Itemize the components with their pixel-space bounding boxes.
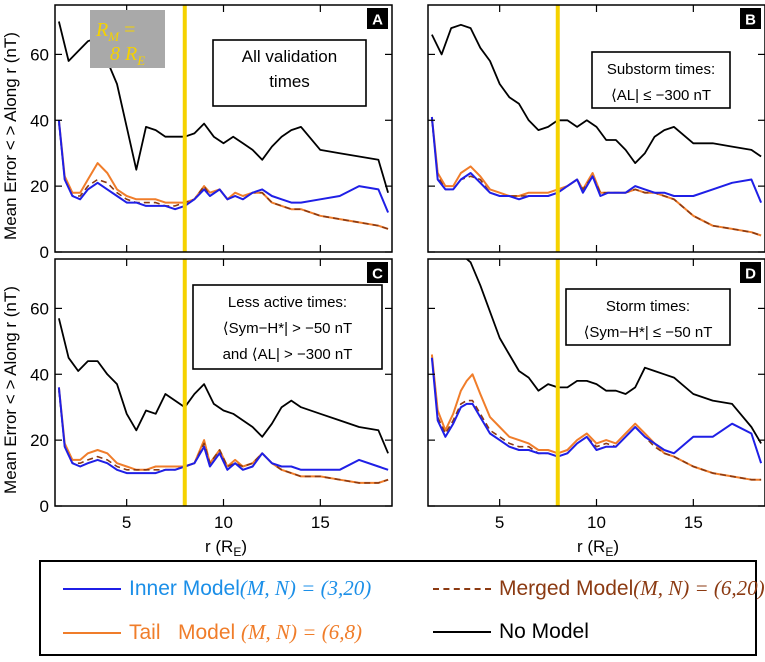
y-tick-label: 60 [30,45,49,64]
x-tick-label: 5 [122,513,131,532]
panel-c: 5 10 15 0 20 40 60 C Less active times: ⟨Sym−H*| … [30,258,393,532]
legend-tail-params: (M, N) = (6,8) [241,620,362,644]
annotation-box [591,51,731,109]
panel-letter: B [745,12,756,29]
legend-tail-name: Tail Model [129,620,242,644]
x-axis-label-right: r (RE) [577,537,619,559]
series-inner-line [57,120,390,213]
x-axis-label-right-end: ) [613,537,619,556]
panel-badge [740,262,761,283]
panel-frame [427,4,765,253]
marker-label: RM = 8 RE [90,10,165,68]
legend-inner: Inner Model (M, N) = (3,20) [63,576,371,601]
panel-a: 0 20 40 60 A All validation times [30,4,393,262]
y-tick-label: 20 [30,177,49,196]
series-merged-line [58,123,389,230]
marker-label-line2: 8 RE [110,43,145,68]
series-inner-line [430,116,763,203]
series-inner-line [430,357,763,464]
series-group [57,318,389,484]
y-tick-label: 20 [30,431,49,450]
marker-label-bg [90,10,165,68]
series-merged-line [58,390,389,484]
annotation-box [212,39,367,107]
annotation-line: ⟨Sym−H*| > −50 nT [223,320,352,337]
series-tail-line [430,116,762,237]
legend-merged: Merged Model (M, N) = (6,20) [433,576,765,601]
marker-label-line1: RM = [95,19,135,44]
legend-merged-swatch [433,587,491,590]
panel-badge [367,262,388,283]
legend-merged-params: (M, N) = (6,20) [633,576,765,600]
legend-inner-name: Inner Model [129,576,240,600]
panel-badge [740,8,761,29]
annotation-line: All validation [242,47,337,66]
annotation-line: ⟨Sym−H*| ≤ −50 nT [584,324,713,341]
x-axis-label-left: r (RE) [205,537,247,559]
y-tick-label: 0 [40,497,49,516]
x-tick-label: 10 [587,513,606,532]
x-axis-label-left-main: r (R [205,537,233,556]
panel-letter: A [372,12,383,29]
panel-d: 5 10 15 D Storm times: ⟨Sym−H*| ≤ −50 nT [427,258,765,532]
legend-none-name: No Model [499,620,589,643]
y-axis-label-top: Mean Error < > Along r (nT) [1,32,20,240]
series-tail-line [57,120,389,230]
y-tick-label: 60 [30,299,49,318]
x-tick-label: 15 [311,513,330,532]
annotation-line: Less active times: [228,294,347,311]
series-group [430,23,763,237]
series-group [430,259,763,481]
y-tick-label: 40 [30,111,49,130]
series-inner-line [57,387,389,475]
annotation-box [192,284,383,370]
annotation-line: times [269,72,310,91]
annotation-line: Substorm times: [607,61,715,78]
y-axis-label-bottom: Mean Error < > Along r (nT) [1,286,20,494]
series-tail-line [57,387,389,484]
panel-letter: C [372,266,383,283]
panel-letter: D [745,266,756,283]
legend-inner-swatch [63,587,121,590]
annotation-box [565,288,731,346]
x-axis-label-left-end: ) [241,537,247,556]
x-axis-label-left-sub: E [233,545,241,559]
series-none-line [58,318,389,454]
legend: Inner Model (M, N) = (3,20) Merged Model… [39,560,765,656]
x-tick-label: 15 [684,513,703,532]
x-tick-label: 10 [214,513,233,532]
x-axis-label-right-sub: E [605,545,613,559]
legend-none: No Model [433,620,589,644]
y-tick-label: 40 [30,365,49,384]
series-tail-line [430,354,762,481]
series-none-line [466,259,762,444]
annotation-line: ⟨AL| ≤ −300 nT [611,87,711,104]
legend-tail: Tail Model (M, N) = (6,8) [63,620,362,645]
legend-tail-swatch [63,631,121,634]
x-axis-label-right-main: r (R [577,537,605,556]
y-tick-label: 0 [40,243,49,262]
legend-none-swatch [433,631,491,633]
legend-merged-name: Merged Model [499,576,634,600]
series-none-line [431,23,762,164]
panel-badge [367,8,388,29]
panel-b: B Substorm times: ⟨AL| ≤ −300 nT [427,4,765,253]
x-tick-label: 5 [495,513,504,532]
annotation-line: and ⟨AL| > −300 nT [223,346,353,363]
legend-inner-params: (M, N) = (3,20) [239,576,372,600]
annotation-line: Storm times: [606,298,690,315]
figure-panels: 0 20 40 60 A All validation times B Substorm tim… [1,4,765,559]
